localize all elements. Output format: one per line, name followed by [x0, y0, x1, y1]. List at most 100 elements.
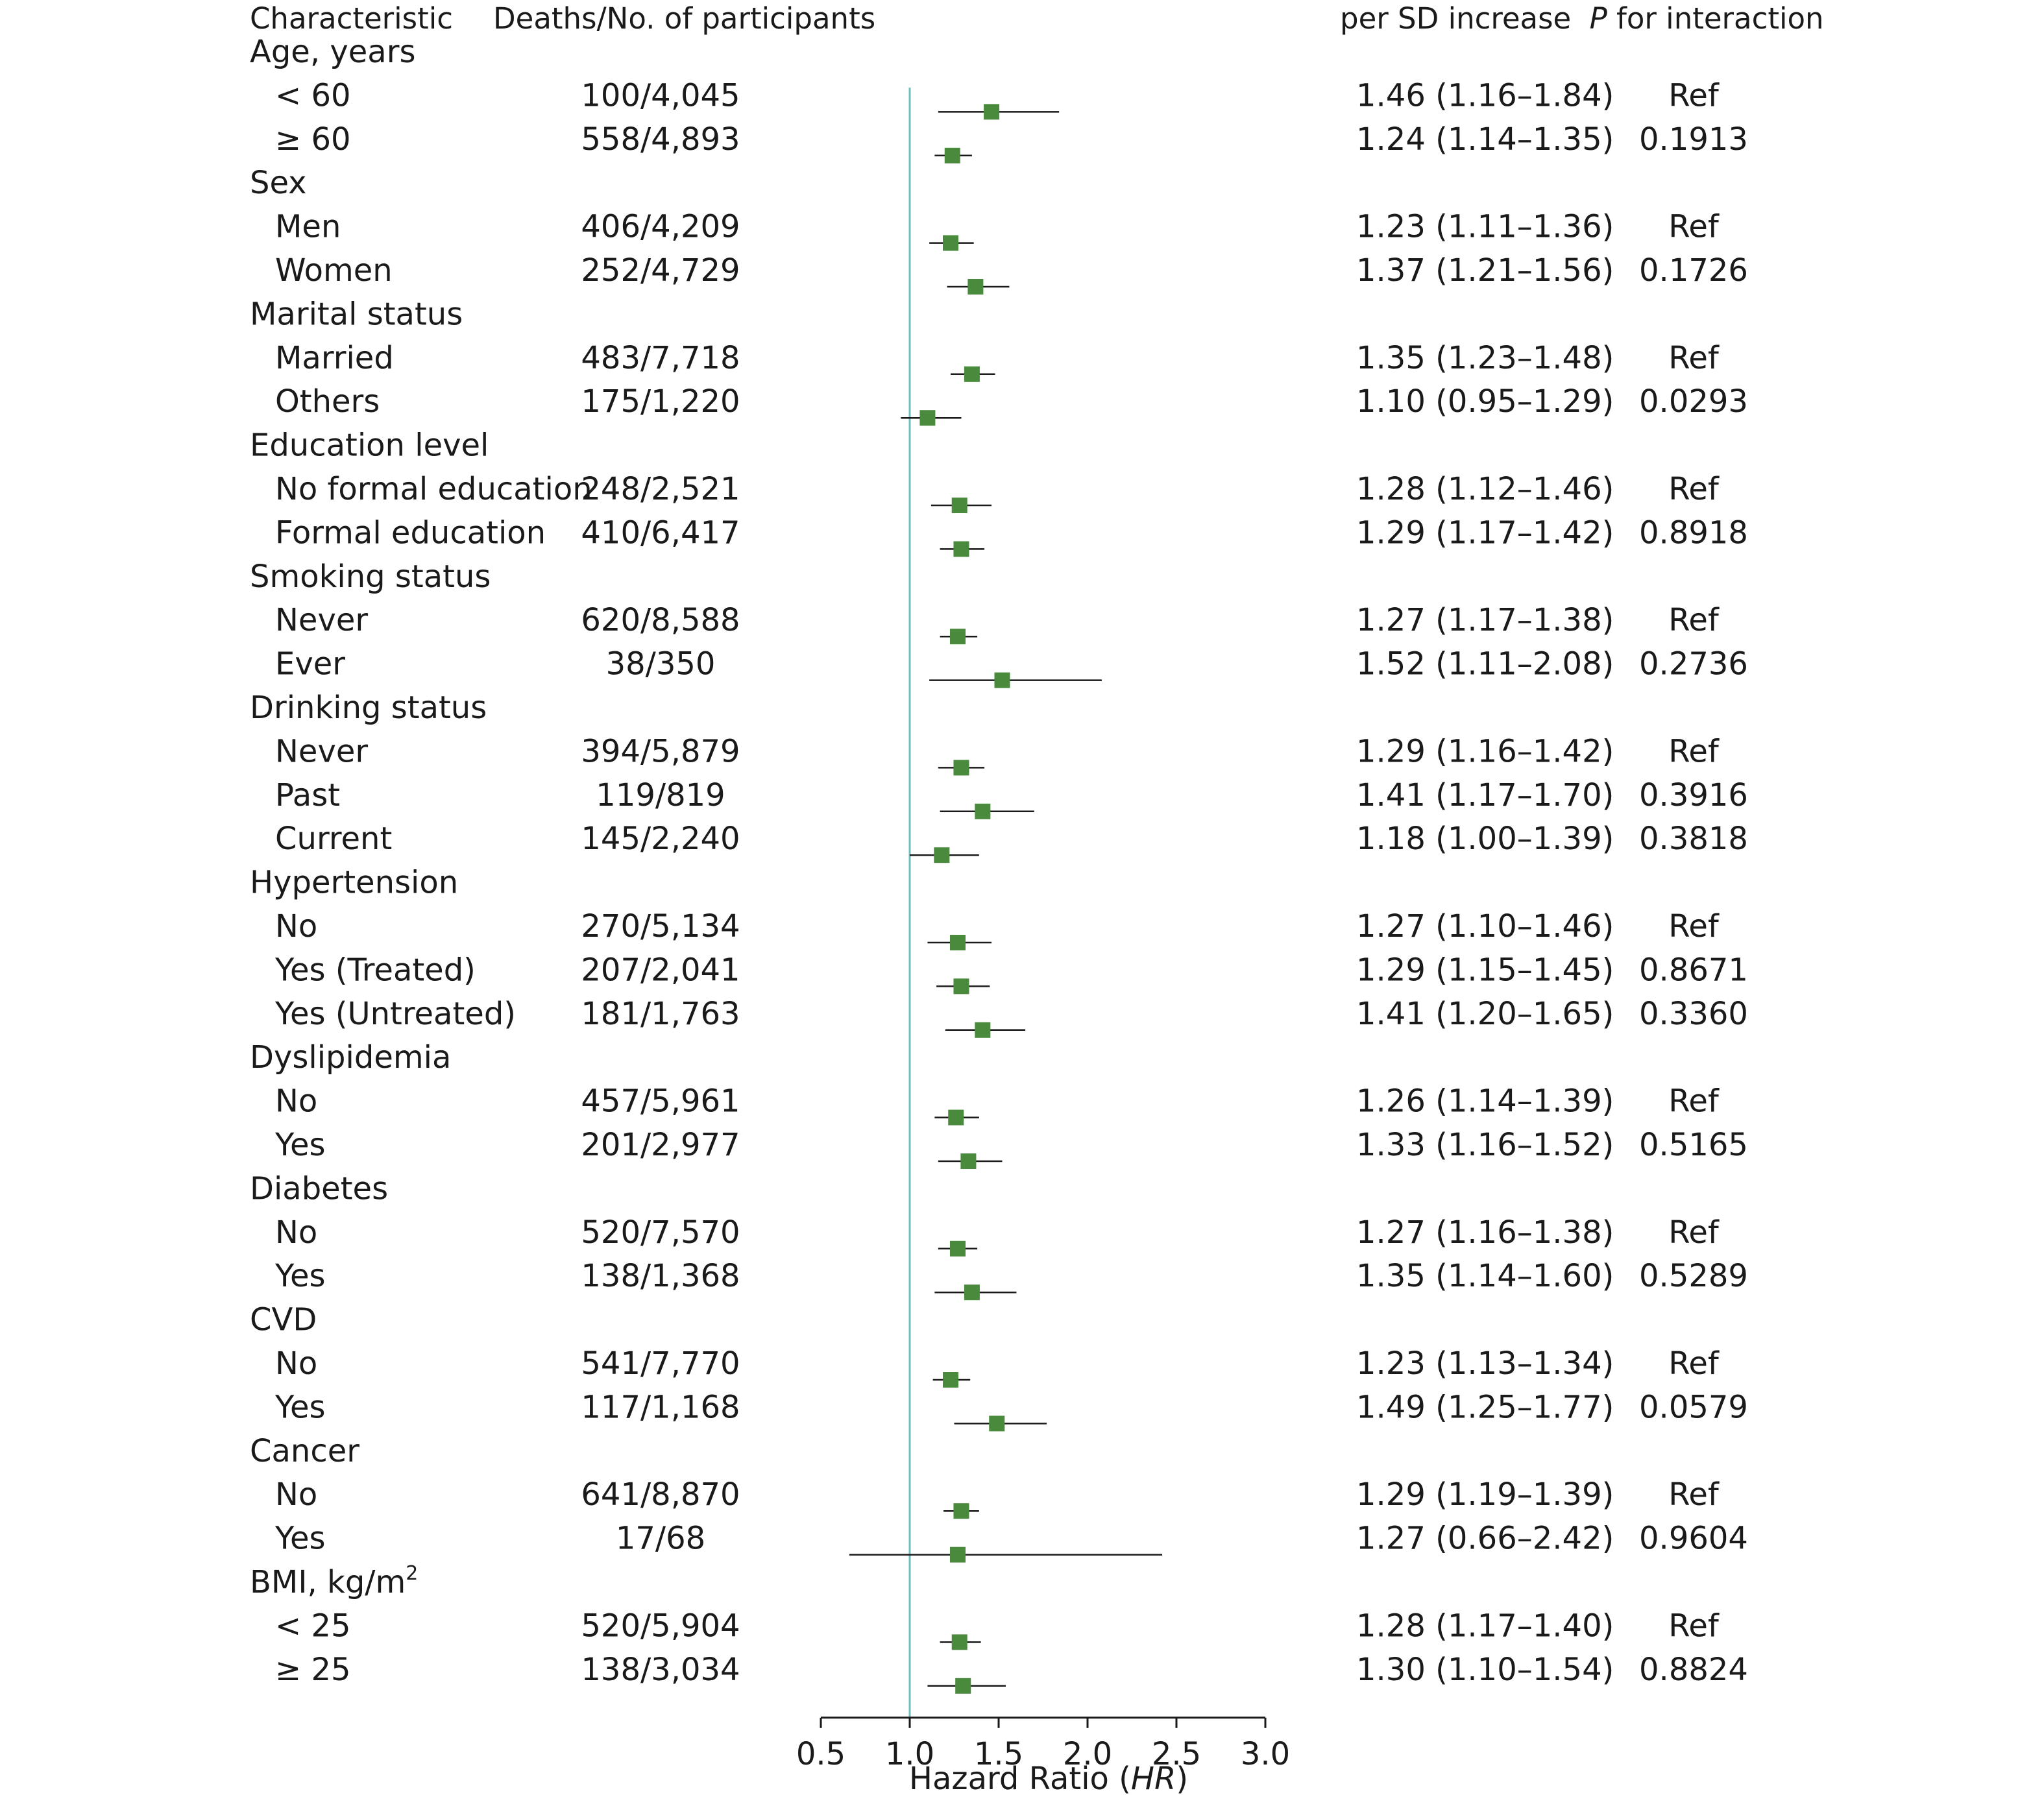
row-p-interaction: Ref [1668, 908, 1720, 945]
plot-area [849, 88, 1163, 1718]
hr-marker [943, 235, 959, 251]
label-superscript: 2 [406, 1562, 418, 1585]
x-axis-label-prefix: Hazard Ratio ( [909, 1761, 1131, 1795]
row-deaths: 138/3,034 [581, 1652, 740, 1688]
row-deaths: 117/1,168 [581, 1389, 740, 1425]
row-label: Yes (Treated) [274, 952, 476, 988]
row-label: Yes [274, 1521, 325, 1557]
row-p-interaction: 0.0579 [1639, 1389, 1748, 1425]
row-label: No [275, 1214, 317, 1251]
row-p-interaction: 0.3916 [1639, 777, 1748, 813]
hr-marker [953, 978, 969, 994]
x-tick-label: 1.5 [974, 1736, 1023, 1772]
row-p-interaction: Ref [1668, 602, 1720, 638]
row-label: Past [275, 777, 340, 813]
hr-marker [949, 1547, 966, 1563]
row-p-interaction: 0.3818 [1639, 821, 1748, 857]
x-tick-label: 1.0 [885, 1736, 934, 1772]
row-label: Current [275, 821, 392, 857]
row-deaths: 181/1,763 [581, 996, 740, 1032]
row-hr-ci: 1.23 (1.11–1.36) [1356, 209, 1614, 245]
row-label: Men [275, 209, 341, 245]
row-hr-ci: 1.37 (1.21–1.56) [1356, 252, 1614, 289]
row-hr-ci: 1.30 (1.10–1.54) [1356, 1652, 1614, 1688]
row-deaths: 410/6,417 [581, 514, 740, 551]
row-label: No formal education [275, 471, 592, 507]
x-tick-label: 0.5 [796, 1736, 846, 1772]
group-label: Hypertension [250, 865, 458, 901]
group-label: Education level [250, 428, 489, 464]
row-hr-ci: 1.18 (1.00–1.39) [1356, 821, 1614, 857]
hr-marker [949, 935, 966, 950]
row-p-interaction: 0.3360 [1639, 996, 1748, 1032]
row-deaths: 201/2,977 [581, 1127, 740, 1163]
row-deaths: 248/2,521 [581, 471, 740, 507]
row-p-interaction: Ref [1668, 733, 1720, 769]
row-hr-ci: 1.46 (1.16–1.84) [1356, 77, 1614, 114]
row-p-interaction: 0.1726 [1639, 252, 1748, 289]
row-hr-ci: 1.23 (1.13–1.34) [1356, 1345, 1614, 1382]
row-label: No [275, 1345, 317, 1382]
row-label: Others [275, 383, 380, 420]
hr-marker [964, 1284, 980, 1301]
row-label: ≥ 25 [275, 1652, 351, 1688]
x-tick-label: 3.0 [1241, 1736, 1290, 1772]
group-label: CVD [250, 1302, 317, 1338]
hr-marker [934, 847, 950, 863]
row-hr-ci: 1.33 (1.16–1.52) [1356, 1127, 1614, 1163]
row-hr-ci: 1.24 (1.14–1.35) [1356, 121, 1614, 158]
row-p-interaction: 0.0293 [1639, 383, 1748, 420]
row-label: Yes (Untreated) [274, 996, 516, 1032]
group-label: Smoking status [250, 559, 491, 595]
row-p-interaction: Ref [1668, 471, 1720, 507]
row-hr-ci: 1.29 (1.19–1.39) [1356, 1476, 1614, 1513]
group-label: Drinking status [250, 690, 487, 726]
hr-marker [984, 104, 1000, 120]
row-p-interaction: 0.8671 [1639, 952, 1748, 988]
header-p-italic: P [1590, 1, 1608, 36]
row-p-interaction: 0.9604 [1639, 1521, 1748, 1557]
header-characteristic: Characteristic [250, 1, 453, 36]
group-label: BMI, kg/m2 [250, 1562, 418, 1600]
row-p-interaction: Ref [1668, 1608, 1720, 1644]
row-deaths: 394/5,879 [581, 733, 740, 769]
row-hr-ci: 1.28 (1.12–1.46) [1356, 471, 1614, 507]
row-label: Yes [274, 1258, 325, 1294]
row-label: No [275, 1083, 317, 1120]
row-label: < 25 [275, 1608, 351, 1644]
hr-marker [953, 1503, 969, 1519]
row-label: Yes [274, 1389, 325, 1425]
row-label: Married [275, 340, 394, 376]
row-p-interaction: Ref [1668, 1345, 1720, 1382]
row-p-interaction: Ref [1668, 340, 1720, 376]
group-label: Dyslipidemia [250, 1039, 451, 1076]
hr-marker [955, 1678, 971, 1694]
row-deaths: 119/819 [596, 777, 725, 813]
row-hr-ci: 1.52 (1.11–2.08) [1356, 646, 1614, 682]
row-p-interaction: 0.2736 [1639, 646, 1748, 682]
row-hr-ci: 1.27 (1.10–1.46) [1356, 908, 1614, 945]
row-p-interaction: Ref [1668, 77, 1720, 114]
hr-marker [964, 366, 980, 382]
row-p-interaction: 0.1913 [1639, 121, 1748, 158]
row-label: Never [275, 733, 368, 769]
group-label: Marital status [250, 296, 463, 332]
row-deaths: 520/5,904 [581, 1608, 740, 1644]
row-deaths: 541/7,770 [581, 1345, 740, 1382]
hr-marker [951, 498, 967, 513]
hr-marker [949, 629, 966, 645]
hr-marker [951, 1634, 967, 1650]
row-hr-ci: 1.27 (0.66–2.42) [1356, 1521, 1614, 1557]
row-label: Ever [275, 646, 345, 682]
row-hr-ci: 1.28 (1.17–1.40) [1356, 1608, 1614, 1644]
row-deaths: 558/4,893 [581, 121, 740, 158]
row-label: Formal education [275, 514, 546, 551]
row-p-interaction: 0.8824 [1639, 1652, 1748, 1688]
row-deaths: 252/4,729 [581, 252, 740, 289]
hr-marker [989, 1416, 1005, 1432]
hr-marker [967, 279, 984, 295]
row-deaths: 17/68 [616, 1521, 705, 1557]
row-hr-ci: 1.29 (1.15–1.45) [1356, 952, 1614, 988]
row-p-interaction: Ref [1668, 209, 1720, 245]
